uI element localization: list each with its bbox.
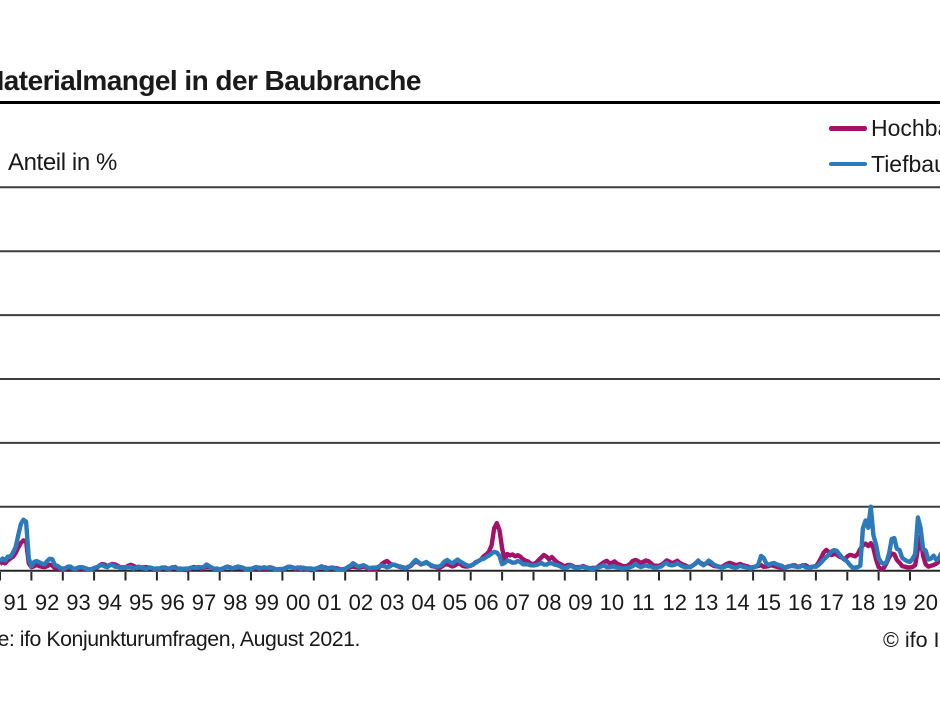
svg-text:20: 20 — [913, 590, 937, 615]
svg-text:05: 05 — [443, 590, 467, 615]
svg-text:08: 08 — [537, 590, 561, 615]
svg-text:09: 09 — [568, 590, 592, 615]
svg-text:07: 07 — [506, 590, 530, 615]
svg-text:19: 19 — [882, 590, 906, 615]
svg-text:93: 93 — [66, 590, 90, 615]
svg-text:92: 92 — [35, 590, 59, 615]
svg-text:00: 00 — [286, 590, 310, 615]
svg-text:17: 17 — [819, 590, 843, 615]
svg-text:99: 99 — [254, 590, 278, 615]
svg-text:18: 18 — [851, 590, 875, 615]
svg-text:96: 96 — [160, 590, 184, 615]
svg-text:12: 12 — [662, 590, 686, 615]
svg-text:06: 06 — [474, 590, 498, 615]
svg-text:13: 13 — [694, 590, 718, 615]
svg-text:04: 04 — [411, 590, 435, 615]
svg-text:16: 16 — [788, 590, 812, 615]
svg-text:94: 94 — [98, 590, 122, 615]
svg-text:10: 10 — [600, 590, 624, 615]
svg-text:15: 15 — [757, 590, 781, 615]
svg-text:14: 14 — [725, 590, 749, 615]
svg-text:95: 95 — [129, 590, 153, 615]
svg-text:01: 01 — [317, 590, 341, 615]
svg-text:11: 11 — [632, 590, 655, 615]
svg-text:91: 91 — [3, 590, 27, 615]
svg-text:98: 98 — [223, 590, 247, 615]
svg-text:02: 02 — [349, 590, 373, 615]
svg-text:03: 03 — [380, 590, 404, 615]
svg-text:97: 97 — [192, 590, 216, 615]
